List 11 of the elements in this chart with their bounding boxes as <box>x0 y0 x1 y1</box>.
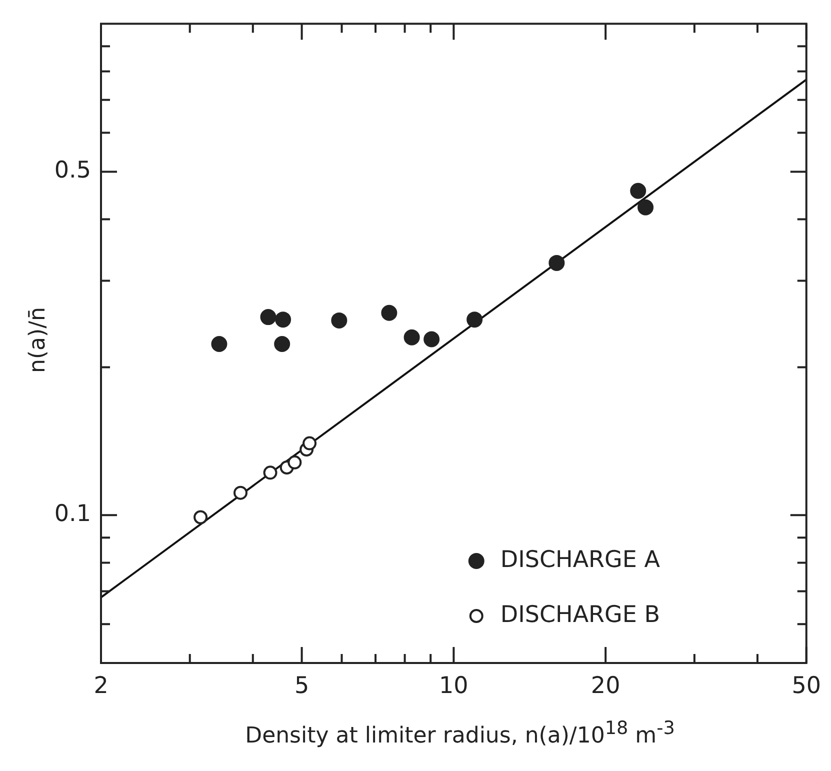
legend-label: DISCHARGE A <box>500 546 660 573</box>
y-tick-label: 0.1 <box>54 501 91 528</box>
x-tick-label: 2 <box>94 672 108 699</box>
legend-label: DISCHARGE B <box>500 602 660 628</box>
x-tick-label: 50 <box>792 672 822 699</box>
x-tick-label: 10 <box>439 672 468 699</box>
x-tick-label: 5 <box>294 672 310 699</box>
x-axis-title: Density at limiter radius, n(a)/10$^{18}$ m$^{-3}$ <box>244 718 676 748</box>
y-axis-title: n(a)/n̄ <box>26 306 50 375</box>
x-tick-label: 20 <box>590 672 620 699</box>
y-tick-label: 0.5 <box>54 158 91 184</box>
